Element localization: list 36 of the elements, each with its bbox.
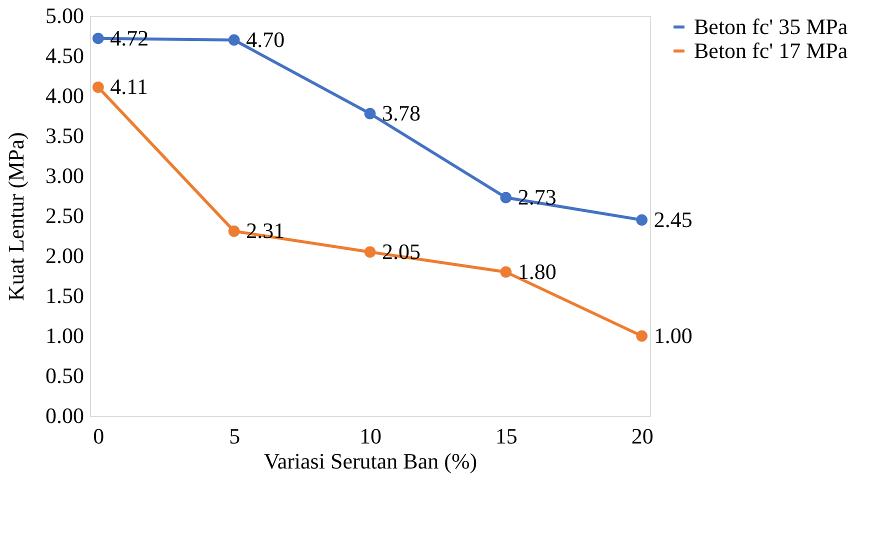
point [228,226,240,237]
x-tick-label: 0 [93,424,104,448]
y-tick-label: 3.00 [46,163,84,188]
x-tick-label: 10 [360,424,382,448]
y-tick-label: 3.50 [46,123,84,148]
x-tick-label: 5 [229,424,240,448]
point [364,108,376,120]
y-tick-label: 0.50 [46,363,84,388]
y-tick-label: 2.00 [46,243,84,268]
data-label: 3.78 [382,100,420,126]
point [92,32,104,44]
point [228,34,240,46]
x-axis-title: Variasi Serutan Ban (%) [264,448,478,474]
legend-label: Beton fc' 35 MPa [694,14,848,39]
point [636,214,648,226]
y-tick-label: 2.50 [46,203,84,228]
data-label: 1.00 [654,323,692,348]
y-tick-label: 1.00 [46,323,84,348]
data-label: 1.80 [518,259,556,284]
x-tick-label: 15 [495,424,518,448]
y-tick-label: 0.00 [46,403,84,428]
point [500,192,512,204]
x-tick-label: 20 [631,424,654,448]
point [92,82,104,93]
y-axis-title: Kuat Lentur (MPa) [4,132,28,301]
legend-label: Beton fc' 17 MPa [694,38,848,63]
point [500,266,512,278]
point [364,246,376,258]
data-label: 4.11 [110,74,148,100]
point [636,330,648,342]
y-tick-label: 5.00 [46,3,84,28]
y-tick-label: 4.00 [46,83,84,108]
data-label: 4.70 [246,27,285,52]
y-tick-label: 4.50 [46,43,84,68]
y-tick-label: 1.50 [46,283,84,308]
data-label: 2.45 [654,207,692,232]
